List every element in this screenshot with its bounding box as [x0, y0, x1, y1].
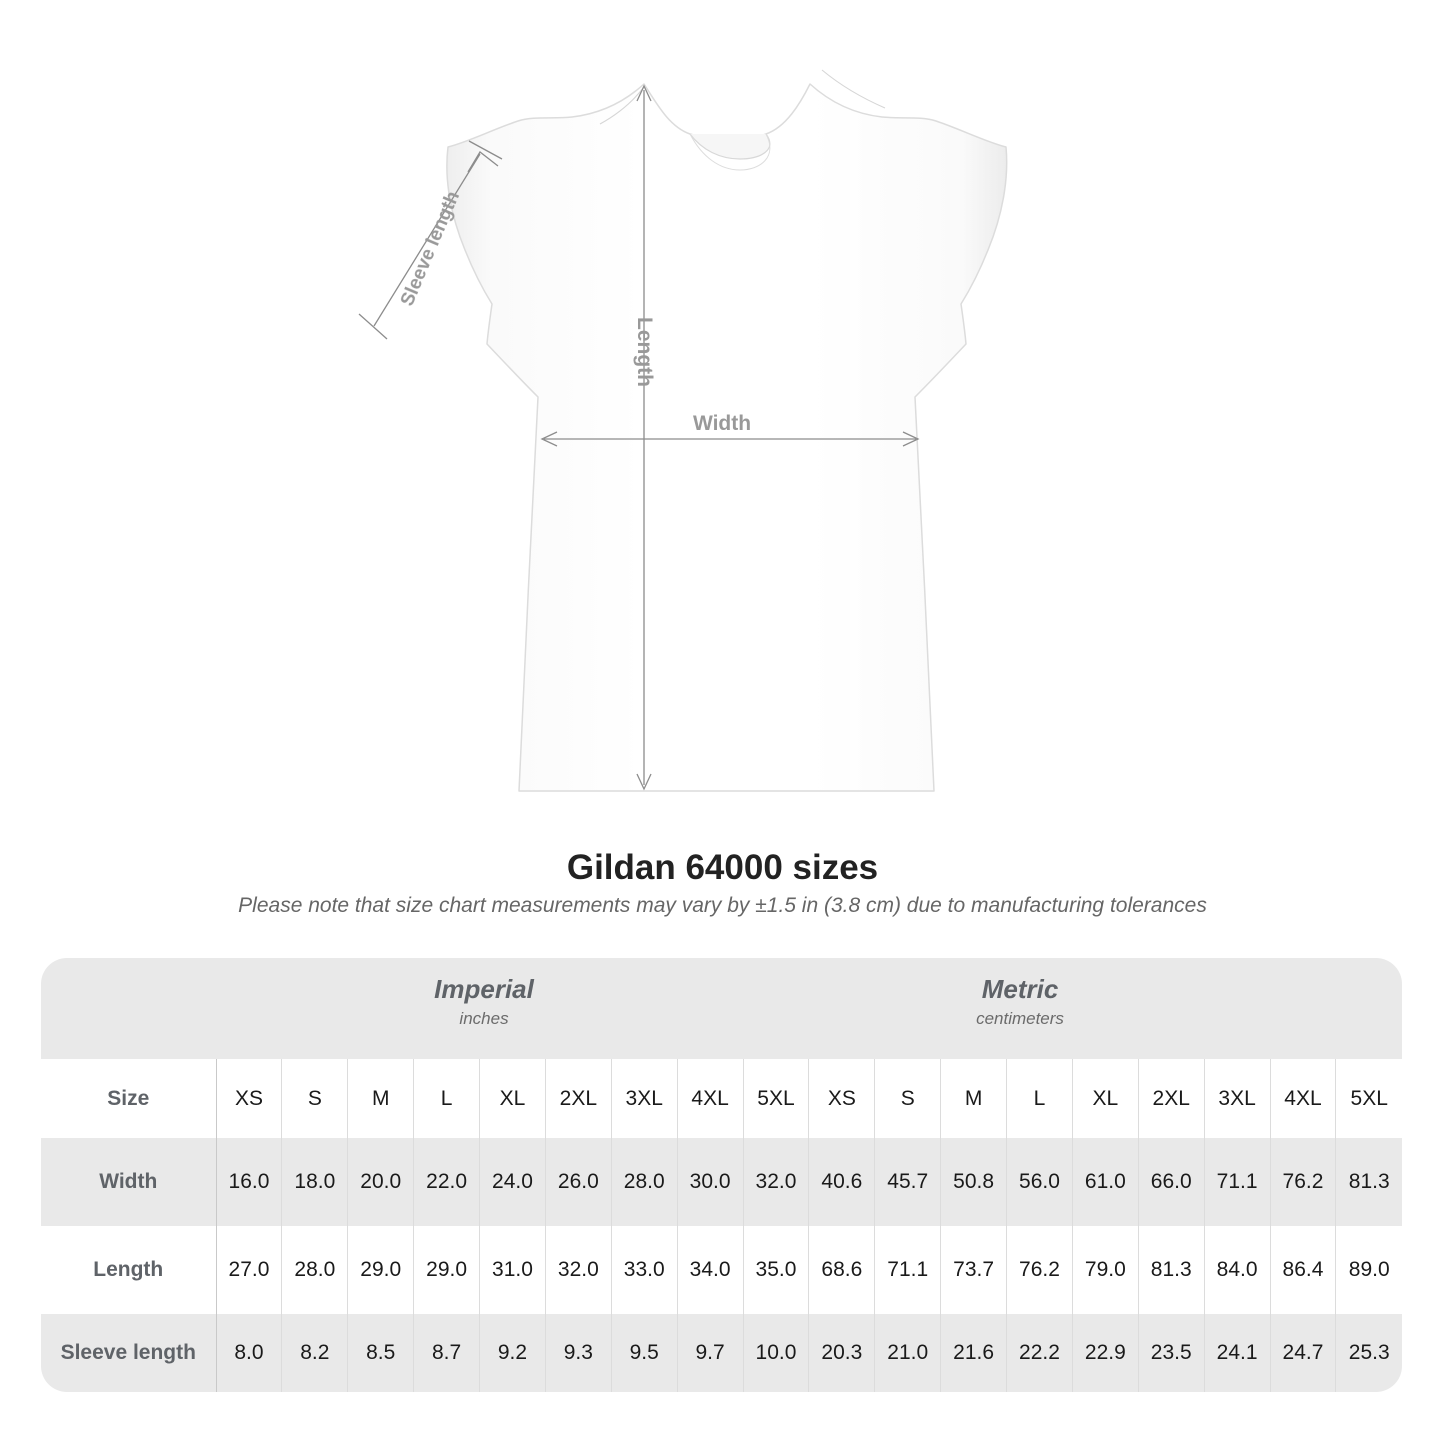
- svg-text:Width: Width: [693, 412, 751, 435]
